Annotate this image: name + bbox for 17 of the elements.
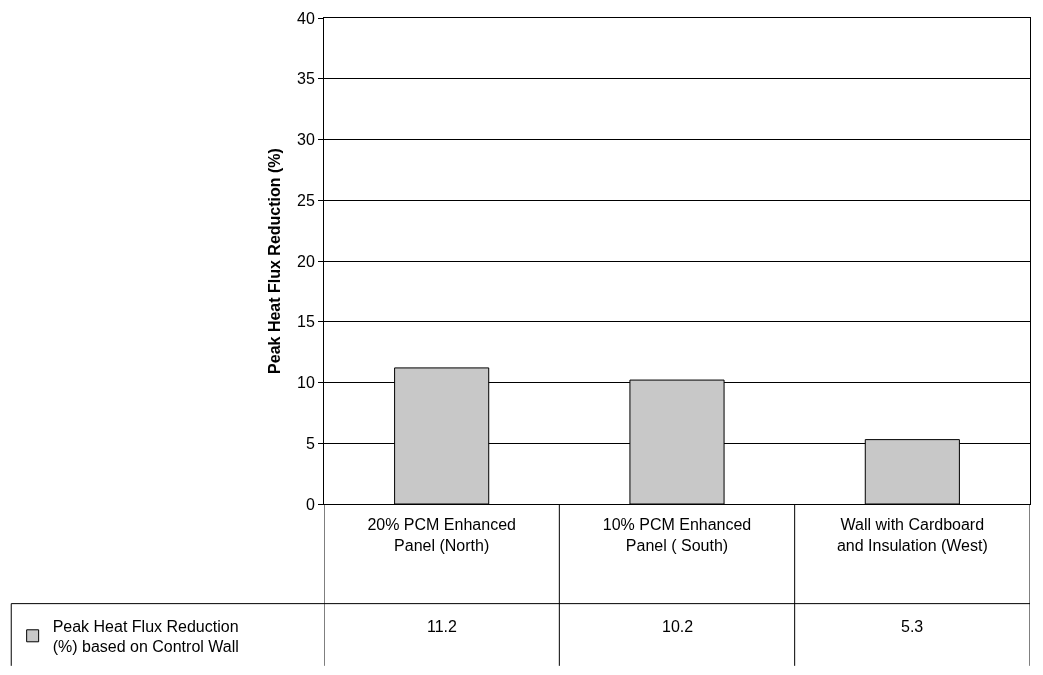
- y-tick-label: 5: [305, 434, 315, 452]
- data-label: 5.3: [901, 618, 924, 635]
- data-label: 10.2: [662, 618, 694, 635]
- y-tick-label: 10: [297, 374, 315, 392]
- x-tick-label: Wall with Cardboard and Insulation (West): [836, 516, 988, 554]
- y-tick-label: 40: [297, 9, 315, 27]
- x-tick-label: 10% PCM Enhanced Panel ( South): [602, 516, 752, 554]
- y-tick-label: 25: [297, 191, 315, 209]
- x-tick-label: 20% PCM Enhanced Panel (North): [367, 516, 516, 554]
- y-tick-label: 15: [297, 313, 315, 331]
- y-tick-label: 20: [297, 252, 315, 270]
- y-tick-label: 35: [297, 70, 315, 88]
- y-tick-label: 30: [297, 131, 315, 149]
- data-label: 11.2: [427, 618, 458, 635]
- legend-label: Peak Heat Flux Reduction (%) based on Control Wall: [52, 617, 239, 656]
- y-axis-title: Peak Heat Flux Reduction (%): [265, 148, 283, 374]
- y-tick-label: 0: [305, 495, 315, 513]
